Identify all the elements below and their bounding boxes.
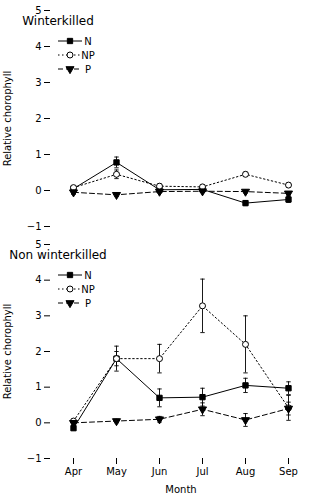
svg-text:Apr: Apr (65, 466, 83, 477)
svg-text:NP: NP (81, 284, 95, 295)
svg-text:Month: Month (165, 484, 196, 495)
svg-text:Relative chorophyll: Relative chorophyll (2, 304, 13, 400)
svg-text:May: May (106, 466, 127, 477)
svg-text:Jul: Jul (195, 466, 208, 477)
svg-text:Aug: Aug (236, 466, 256, 477)
svg-text:NP: NP (81, 50, 95, 61)
svg-text:P: P (85, 64, 91, 75)
svg-text:4: 4 (35, 41, 41, 52)
svg-text:N: N (84, 270, 91, 281)
svg-text:−1: −1 (27, 221, 42, 232)
svg-text:Jun: Jun (151, 466, 168, 477)
svg-text:0: 0 (35, 185, 41, 196)
svg-text:N: N (84, 36, 91, 47)
svg-text:3: 3 (35, 310, 41, 321)
svg-text:Winterkilled: Winterkilled (22, 14, 94, 28)
svg-text:Non winterkilled: Non winterkilled (9, 248, 106, 262)
svg-text:4: 4 (35, 274, 41, 285)
svg-text:5: 5 (35, 4, 42, 16)
svg-text:Sep: Sep (279, 466, 298, 477)
svg-text:2: 2 (35, 113, 41, 124)
svg-text:−1: −1 (27, 453, 42, 464)
svg-text:1: 1 (35, 381, 41, 392)
svg-text:P: P (85, 298, 91, 309)
svg-text:Relative chorophyll: Relative chorophyll (2, 71, 13, 167)
svg-text:5: 5 (35, 238, 42, 250)
svg-text:2: 2 (35, 346, 41, 357)
svg-text:1: 1 (35, 149, 41, 160)
svg-text:0: 0 (35, 417, 41, 428)
svg-text:3: 3 (35, 77, 41, 88)
